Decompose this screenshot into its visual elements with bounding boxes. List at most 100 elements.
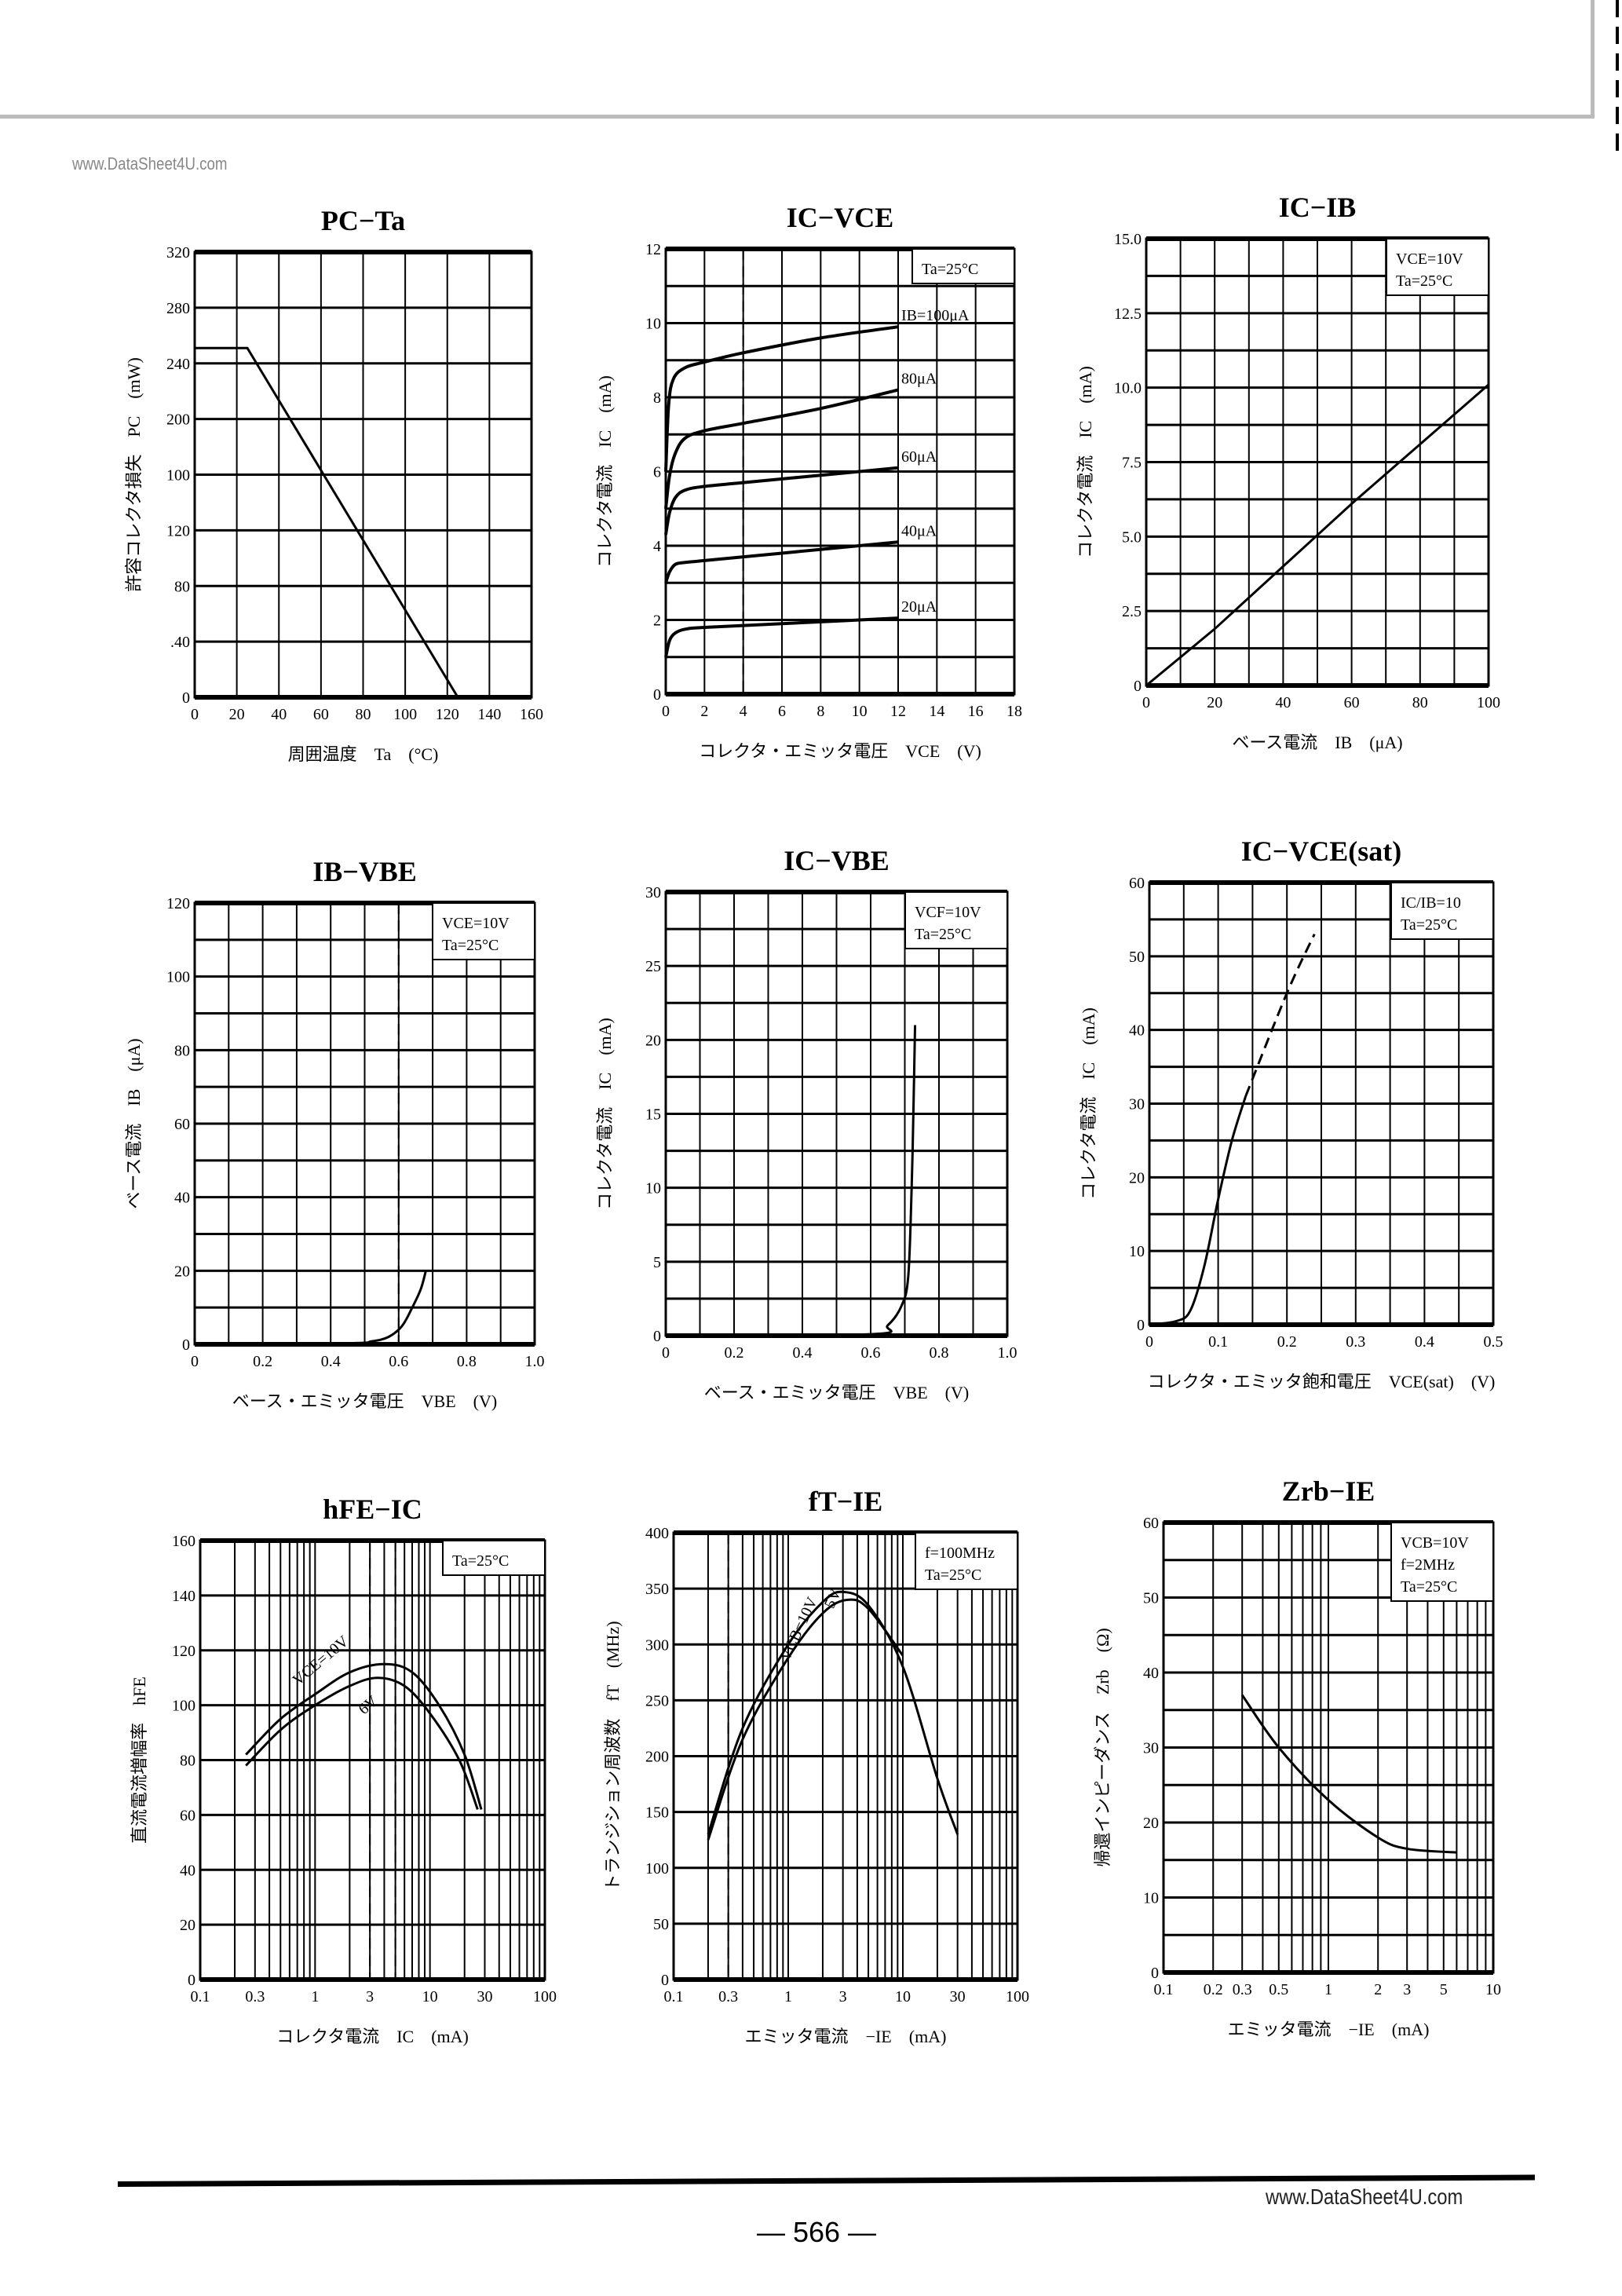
y-tick-label: 150 — [645, 1804, 669, 1822]
chart-title: IC−VCE — [787, 202, 894, 233]
x-axis-label: エミッタ電流 −IE (mA) — [1228, 2020, 1430, 2039]
chart-title: hFE−IC — [323, 1493, 422, 1525]
x-tick-label: 16 — [968, 703, 984, 720]
chart-8: VCB=10V f=2MHz Ta=25°C 0.1 0.2 0.3 0.5 1 2 3 5 10 0 1… — [1093, 1475, 1501, 2039]
x-tick-label: 18 — [1006, 703, 1022, 720]
y-tick-label: 40 — [180, 1862, 195, 1879]
x-tick-label: 0.8 — [930, 1344, 949, 1362]
legend-text: Ta=25°C — [442, 937, 499, 954]
x-tick-label: 14 — [929, 703, 944, 720]
legend-text: Ta=25°C — [925, 1567, 981, 1584]
x-tick-label: 0.2 — [1204, 1981, 1223, 1998]
x-tick-label: 0 — [191, 1353, 199, 1370]
x-tick-label: 120 — [436, 706, 459, 723]
legend-text: VCE=10V — [442, 915, 510, 932]
legend-text: Ta=25°C — [1401, 916, 1457, 934]
x-tick-label: 0.4 — [793, 1344, 813, 1362]
x-tick-label: 0 — [1145, 1333, 1153, 1351]
y-tick-label: 200 — [645, 1749, 669, 1766]
x-tick-label: 6 — [778, 703, 786, 720]
y-axis-label: コレクタ電流 IC (mA) — [595, 375, 615, 568]
x-tick-label: 5 — [1440, 1981, 1448, 1998]
y-tick-label: 80 — [174, 1042, 190, 1059]
y-tick-label: 15 — [645, 1106, 661, 1124]
x-tick-label: 0.8 — [457, 1353, 477, 1370]
series-line — [1244, 934, 1316, 1097]
x-tick-label: 0.1 — [1154, 1981, 1174, 1998]
chart-title: PC−Ta — [321, 205, 405, 236]
y-tick-label: 2.5 — [1122, 603, 1142, 620]
y-tick-label: 140 — [172, 1588, 195, 1605]
y-tick-label: 40 — [174, 1190, 190, 1207]
y-tick-label: 2 — [653, 612, 661, 630]
y-axis-label: 帰還インピーダンス Zrb (Ω) — [1093, 1628, 1112, 1866]
x-tick-label: 0.5 — [1269, 1981, 1288, 1998]
legend-box — [1390, 882, 1494, 940]
page-number: — 566 — — [756, 2216, 877, 2248]
series-line — [664, 466, 899, 536]
x-tick-label: 1.0 — [525, 1353, 545, 1370]
x-tick-label: 10 — [895, 1988, 911, 2005]
series-line — [664, 540, 899, 583]
x-tick-label: 140 — [477, 706, 501, 723]
y-tick-label: 80 — [174, 578, 190, 595]
legend-text: Ta=25°C — [452, 1552, 509, 1570]
x-tick-label: 0.5 — [1484, 1333, 1503, 1351]
header-frame-line — [0, 115, 1595, 119]
series-line — [245, 1676, 479, 1810]
y-tick-label: 350 — [645, 1581, 669, 1598]
y-tick-label: 10 — [645, 1180, 661, 1197]
chart-1: Ta=25°C IB=100μA 80μA 60μA 40μA 20μA 0 2 4 6 8 10 12… — [595, 202, 1022, 761]
x-tick-label: 0.3 — [1346, 1333, 1365, 1351]
y-tick-label: 5 — [653, 1254, 661, 1271]
y-tick-label: 50 — [1129, 949, 1145, 966]
y-tick-label: 20 — [180, 1917, 195, 1934]
y-axis-label: ベース電流 IB (μA) — [124, 1038, 144, 1208]
legend-text: Ta=25°C — [1396, 272, 1452, 290]
y-tick-label: 100 — [645, 1860, 669, 1877]
y-tick-label: 60 — [1143, 1515, 1159, 1532]
x-tick-label: 0.4 — [321, 1353, 341, 1370]
x-tick-label: 1.0 — [998, 1344, 1017, 1362]
x-tick-label: 0.2 — [725, 1344, 744, 1362]
legend-text: VCF=10V — [915, 904, 981, 921]
series-line — [245, 1662, 483, 1810]
x-tick-label: 100 — [1477, 694, 1500, 711]
x-tick-label: 0 — [662, 703, 670, 720]
y-tick-label: 120 — [166, 895, 190, 912]
series-line — [664, 616, 899, 658]
legend-text: Ta=25°C — [915, 926, 971, 943]
x-axis-label: ベース・エミッタ電圧 VBE (V) — [232, 1391, 497, 1411]
chart-3: VCE=10V Ta=25°C 0 0.2 0.4 0.6 0.8 1.0 0 20 40 60 80 1… — [124, 856, 545, 1411]
y-tick-label: 100 — [172, 1698, 195, 1715]
y-tick-label: 25 — [645, 958, 661, 975]
chart-2: VCE=10V Ta=25°C 0 20 40 60 80 100 0 2.5 5.0 7.5 10.0… — [1076, 192, 1500, 752]
y-tick-label: 280 — [166, 300, 190, 317]
y-tick-label: 10.0 — [1114, 380, 1142, 397]
y-tick-label: 250 — [645, 1692, 669, 1709]
y-tick-label: 0 — [661, 1972, 669, 1989]
x-tick-label: 3 — [839, 1988, 847, 2005]
series-line — [1145, 383, 1489, 687]
x-tick-label: 80 — [356, 706, 371, 723]
x-tick-label: 0.6 — [861, 1344, 881, 1362]
x-axis-label: ベース電流 IB (μA) — [1232, 733, 1402, 752]
x-tick-label: 0.2 — [1277, 1333, 1297, 1351]
legend-box — [432, 902, 535, 960]
y-tick-label: 0 — [653, 1328, 661, 1345]
y-tick-label: 8 — [653, 389, 661, 407]
y-tick-label: 30 — [1129, 1096, 1145, 1113]
x-tick-label: 80 — [1412, 694, 1428, 711]
series-line — [194, 1270, 427, 1346]
legend-box — [442, 1540, 546, 1576]
series-label: 60μA — [901, 448, 937, 466]
y-axis-label: 直流電流増幅率 hFE — [130, 1676, 149, 1844]
y-axis-label: コレクタ電流 IC (mA) — [595, 1018, 615, 1210]
y-tick-label: 20 — [1143, 1815, 1159, 1832]
y-tick-label: 50 — [1143, 1590, 1159, 1607]
y-tick-label: 0 — [1137, 1317, 1145, 1334]
y-tick-label: 80 — [180, 1753, 195, 1770]
